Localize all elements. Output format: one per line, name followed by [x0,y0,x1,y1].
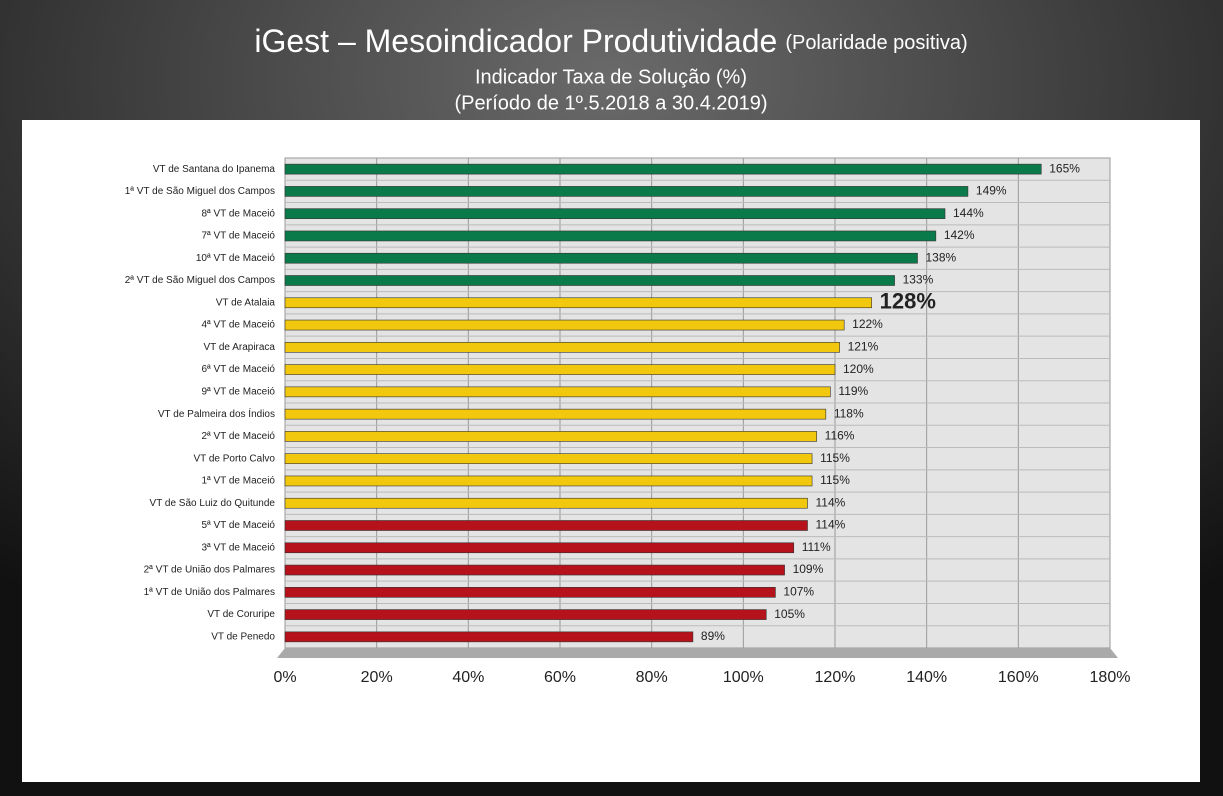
x-tick-label: 140% [906,669,947,686]
bar [284,497,808,509]
x-tick-label: 180% [1090,669,1131,686]
value-label: 119% [838,384,868,398]
y-tick-label: 1ª VT de União dos Palmares [144,587,275,598]
x-tick-label: 40% [452,669,484,686]
y-tick-label: VT de Porto Calvo [193,453,275,464]
bar [284,408,827,420]
value-label: 122% [852,317,883,331]
y-tick-label: VT de Santana do Ipanema [153,164,276,175]
y-tick-label: 7ª VT de Maceió [201,231,275,242]
chart-title: iGest – Mesoindicador Produtividade (Pola… [254,23,967,59]
bar [284,542,795,554]
y-tick-label: 10ª VT de Maceió [196,253,276,264]
bar [284,520,808,531]
y-tick-label: 1ª VT de Maceió [201,476,275,487]
bar [284,186,969,197]
x-tick-label: 160% [998,669,1039,686]
bar [284,275,895,286]
value-label: 89% [701,629,725,643]
y-tick-label: VT de Atalaia [216,297,276,308]
y-tick-label: VT de Arapiraca [203,342,275,353]
bar [284,364,836,375]
value-label: 165% [1049,161,1080,175]
bar [284,252,918,264]
y-tick-label: VT de Penedo [211,632,275,643]
bar [284,431,817,442]
value-label: 144% [953,206,984,220]
y-tick-label: 5ª VT de Maceió [201,520,275,531]
bar [284,342,840,353]
x-tick-label: 20% [361,669,393,686]
y-tick-label: 4ª VT de Maceió [201,320,275,331]
value-label: 121% [848,339,879,353]
plot-floor [277,648,1118,658]
value-label: 107% [783,584,814,598]
y-tick-label: 3ª VT de Maceió [201,542,275,553]
x-tick-label: 120% [815,669,856,686]
y-tick-label: VT de Palmeira dos Índios [158,407,275,420]
bar [284,208,946,219]
bar [284,609,767,620]
value-label: 133% [903,273,934,287]
bar [284,475,813,487]
title-note: (Polaridade positiva) [785,32,967,54]
y-tick-label: 9ª VT de Maceió [201,387,275,398]
y-tick-label: 6ª VT de Maceió [201,364,275,375]
bar [284,587,776,598]
y-tick-label: VT de Coruripe [207,609,275,620]
value-label: 120% [843,362,874,376]
value-label: 138% [926,250,957,264]
value-label: 111% [802,540,831,554]
value-label: 142% [944,228,975,242]
x-tick-label: 100% [723,669,764,686]
bar [284,564,785,576]
value-label: 114% [816,495,846,509]
y-tick-label: 8ª VT de Maceió [201,208,275,219]
chart-period: (Período de 1º.5.2018 a 30.4.2019) [454,92,767,114]
value-label: 116% [825,429,855,443]
bar [284,297,872,309]
value-label: 118% [834,406,864,420]
bar [284,163,1042,175]
bar [284,319,845,331]
x-tick-label: 0% [273,669,296,686]
chart-subtitle: Indicador Taxa de Solução (%) [475,66,747,88]
bar [284,453,813,464]
value-label: 115% [820,451,850,465]
y-tick-label: 2ª VT de São Miguel dos Campos [125,275,275,286]
value-label: 115% [820,473,850,487]
value-label: 128% [880,289,936,314]
bar [284,386,831,398]
y-tick-label: VT de São Luiz do Quitunde [150,498,276,509]
x-tick-label: 80% [636,669,668,686]
value-label: 149% [976,184,1007,198]
y-tick-label: 2ª VT de Maceió [201,431,275,442]
value-label: 114% [816,518,846,532]
value-label: 105% [774,607,805,621]
bar [284,230,937,242]
bar [284,631,694,643]
x-tick-label: 60% [544,669,576,686]
title-main: iGest – Mesoindicador Produtividade [254,23,777,59]
y-tick-label: 2ª VT de União dos Palmares [144,565,275,576]
value-label: 109% [793,562,824,576]
y-tick-label: 1ª VT de São Miguel dos Campos [125,186,275,197]
